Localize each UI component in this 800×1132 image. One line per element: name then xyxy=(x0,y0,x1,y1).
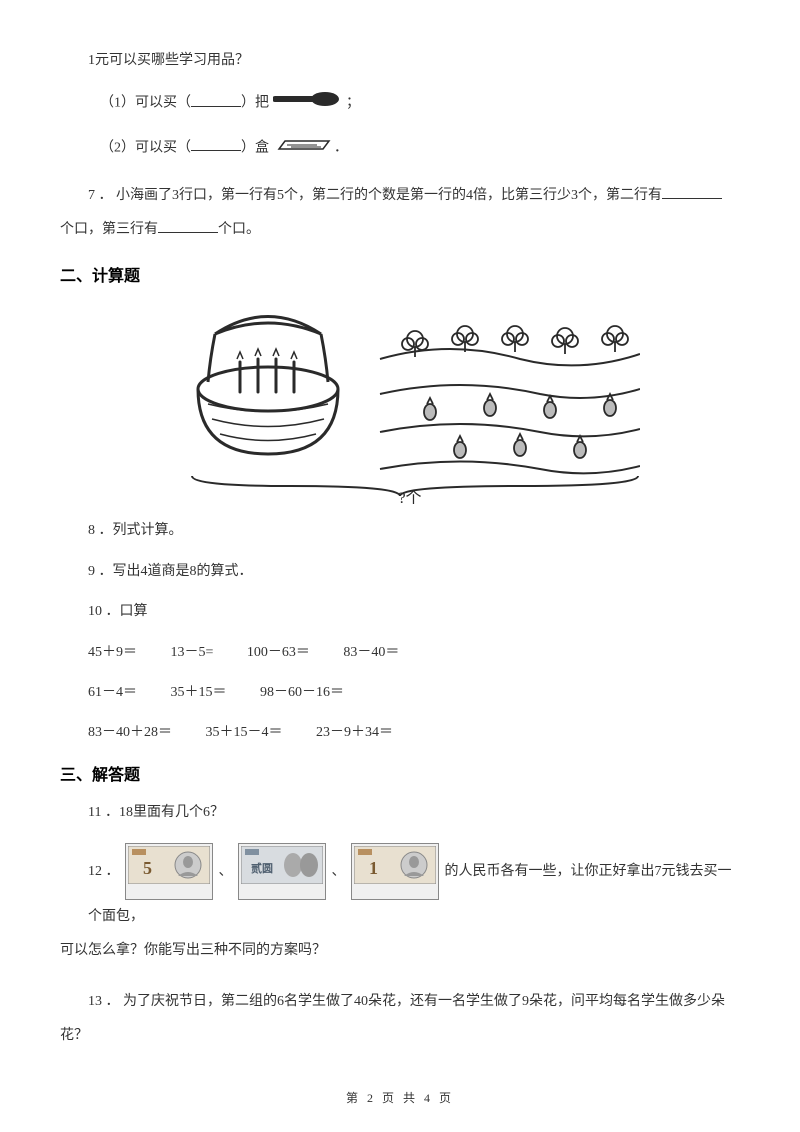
svg-text:1: 1 xyxy=(369,858,378,878)
section-3-heading: 三、解答题 xyxy=(60,763,740,789)
q12-line2: 可以怎么拿？你能写出三种不同的方案吗？ xyxy=(60,943,326,958)
calc-2b: 35＋15＝ xyxy=(171,682,227,704)
blank-q2 xyxy=(191,137,241,151)
blank-q7a xyxy=(662,185,722,199)
q12-sep-2: 、 xyxy=(332,864,346,879)
calc-1d: 83－40＝ xyxy=(343,642,399,664)
section-2-heading: 二、计算题 xyxy=(60,264,740,290)
q10: 10 ．口算 xyxy=(60,601,740,623)
period-1: ． xyxy=(334,140,348,155)
q13-line: 13 ． 为了庆祝节日，第二组的6名学生做了40朵花，还有一名学生做了9朵花，问… xyxy=(60,985,740,1052)
calc-row-2: 61－4＝ 35＋15＝ 98－60－16＝ xyxy=(60,682,740,704)
q2-line: （2）可以买（ ）盒 ． xyxy=(60,135,740,161)
q-intro: 1元可以买哪些学习用品？ xyxy=(60,50,740,72)
q2-suffix: ）盒 xyxy=(241,140,269,155)
semicolon-1: ； xyxy=(346,96,360,111)
blank-q7b xyxy=(158,219,218,233)
q7-c: 个口。 xyxy=(218,222,260,237)
q7-a: 7 ． 小海画了3行口，第一行有5个，第二行的个数是第一行的4倍，比第三行少3个… xyxy=(88,188,662,203)
calc-row-1: 45＋9＝ 13－5= 100－63＝ 83－40＝ xyxy=(60,642,740,664)
q1-prefix: （1）可以买（ xyxy=(100,96,191,111)
box-icon xyxy=(273,135,331,161)
calc-3b: 35＋15－4＝ xyxy=(206,722,283,744)
figure-q8: ?个 xyxy=(60,304,740,512)
blank-q1 xyxy=(191,93,241,107)
calc-3c: 23－9＋34＝ xyxy=(316,722,393,744)
q12-num: 12 ． xyxy=(88,864,120,879)
q1-line: （1）可以买（ ）把 ； xyxy=(60,90,740,116)
money-2-icon: 贰圆 xyxy=(238,843,326,901)
ruler-icon xyxy=(273,90,343,116)
page-footer: 第 2 页 共 4 页 xyxy=(0,1089,800,1108)
calc-1b: 13－5= xyxy=(171,642,214,664)
calc-row-3: 83－40＋28＝ 35＋15－4＝ 23－9＋34＝ xyxy=(60,722,740,744)
q7-b: 个口，第三行有 xyxy=(60,222,158,237)
basket-icon xyxy=(198,316,338,454)
svg-text:贰圆: 贰圆 xyxy=(251,861,273,875)
q13-a: 13 ． 为了庆祝节日，第二组的6名学生做了40朵花，还有一名学生做了9朵花，问… xyxy=(88,994,725,1009)
calc-2c: 98－60－16＝ xyxy=(260,682,344,704)
seedlings-row-2 xyxy=(454,434,586,458)
q7-line: 7 ． 小海画了3行口，第一行有5个，第二行的个数是第一行的4倍，比第三行少3个… xyxy=(60,179,740,246)
q9: 9 ．写出4道商是8的算式． xyxy=(60,561,740,583)
field-icon xyxy=(380,349,640,473)
calc-1c: 100－63＝ xyxy=(247,642,310,664)
trees-icon xyxy=(402,326,628,357)
q2-prefix: （2）可以买（ xyxy=(100,140,191,155)
q1-suffix: ）把 xyxy=(241,96,269,111)
calc-2a: 61－4＝ xyxy=(88,682,137,704)
figure-label: ?个 xyxy=(398,489,421,504)
svg-text:5: 5 xyxy=(143,858,152,878)
q8: 8 ．列式计算。 xyxy=(60,520,740,542)
money-5-icon: 5 xyxy=(125,843,213,901)
q11: 11 ．18里面有几个6？ xyxy=(60,802,740,824)
calc-3a: 83－40＋28＝ xyxy=(88,722,172,744)
q12-sep-1: 、 xyxy=(219,864,233,879)
q13-b: 花？ xyxy=(60,1028,88,1043)
money-1-icon: 1 xyxy=(351,843,439,901)
q12-line: 12 ． 5 、 贰圆 、 1 的人民币各有一些，让你正好拿 xyxy=(60,843,740,968)
calc-1a: 45＋9＝ xyxy=(88,642,137,664)
